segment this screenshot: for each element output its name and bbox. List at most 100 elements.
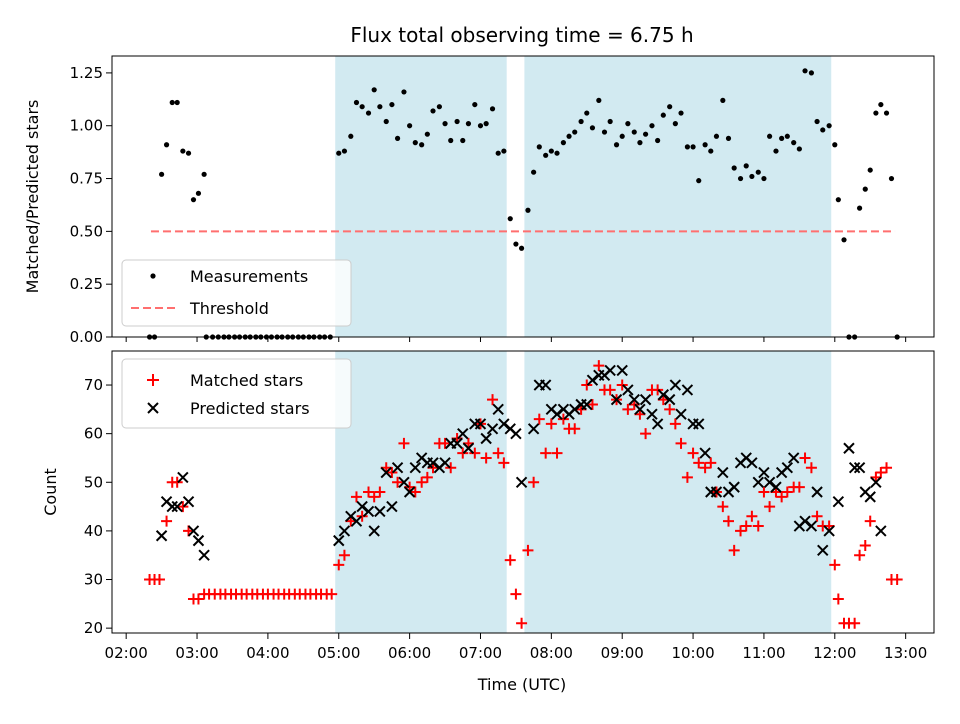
measurement-point (878, 101, 884, 108)
measurement-point (543, 152, 549, 158)
y-tick-label: 0.75 (70, 170, 103, 188)
measurement-point (159, 171, 165, 177)
measurement-point (353, 99, 360, 106)
y-tick-label: 0.50 (70, 222, 103, 240)
measurement-point (430, 108, 436, 114)
predicted-star-point (646, 408, 658, 420)
measurement-point (169, 99, 175, 106)
matched-star-point (891, 574, 903, 586)
measurement-point (436, 104, 442, 110)
predicted-star-point (187, 525, 200, 537)
matched-star-point (480, 452, 492, 464)
measurement-point (383, 118, 389, 125)
measurement-point (607, 118, 613, 125)
matched-star-point (398, 437, 410, 449)
matched-star-point (781, 486, 793, 498)
measurement-point (696, 178, 702, 184)
matched-star-point (699, 462, 711, 474)
predicted-star-point (699, 447, 711, 459)
predicted-star-point (675, 408, 687, 420)
x-tick-label: 09:00 (601, 644, 644, 662)
measurement-point (873, 110, 879, 116)
measurement-point (888, 175, 895, 182)
measurement-point (407, 123, 413, 129)
measurement-point (578, 118, 584, 125)
predicted-star-point (622, 384, 634, 396)
predicted-star-point (362, 505, 375, 518)
shaded-interval (524, 56, 832, 337)
predicted-star-point (669, 379, 682, 391)
matched-star-point (356, 510, 368, 522)
x-tick-label: 10:00 (671, 644, 714, 662)
measurement-point (832, 142, 838, 148)
measurement-point (336, 150, 342, 156)
x-tick-label: 06:00 (388, 644, 431, 662)
measurement-point (749, 173, 755, 180)
x-tick-label: 12:00 (813, 644, 856, 662)
measurement-point (684, 144, 691, 150)
predicted-star-point (758, 466, 770, 479)
measurement-point (625, 121, 631, 127)
predicted-star-point (853, 461, 866, 474)
predicted-star-point (356, 500, 368, 513)
predicted-star-point (781, 461, 794, 474)
y-tick-label: 20 (84, 619, 103, 637)
measurement-point (572, 129, 578, 135)
matched-star-point (153, 574, 165, 586)
predicted-star-point (843, 442, 855, 454)
predicted-star-point (427, 457, 439, 469)
predicted-star-point (527, 423, 540, 435)
matched-star-point (799, 452, 811, 464)
measurement-point (713, 133, 720, 139)
y-tick-label: 40 (84, 522, 103, 540)
matched-star-point (439, 437, 451, 449)
measurement-point (808, 70, 815, 76)
measurement-point (566, 133, 572, 139)
measurement-point (448, 137, 454, 144)
measurement-point (536, 144, 542, 150)
legend-threshold-label: Threshold (189, 299, 269, 318)
x-tick-label: 04:00 (246, 644, 289, 662)
matched-star-point (171, 476, 183, 488)
predicted-star-point (569, 403, 581, 416)
matched-star-point (764, 501, 776, 513)
x-tick-label: 05:00 (317, 644, 360, 662)
measurement-point (195, 190, 202, 196)
measurement-point (531, 169, 537, 175)
predicted-star-point (870, 476, 882, 488)
y-tick-label: 50 (84, 473, 103, 491)
matched-star-point (392, 476, 404, 488)
measurement-point (525, 207, 531, 213)
measurement-point (401, 89, 407, 95)
predicted-star-point (639, 393, 652, 406)
matched-star-point (510, 588, 522, 600)
matched-star-point (504, 554, 516, 566)
matched-star-point (854, 549, 866, 561)
matched-star-point (805, 462, 817, 474)
matched-star-point (557, 413, 569, 425)
measurement-point (501, 148, 507, 154)
matched-star-point (687, 447, 699, 459)
legend-matched-marker (147, 374, 159, 386)
predicted-star-point (439, 457, 451, 469)
predicted-star-point (391, 461, 404, 474)
measurement-point (371, 87, 377, 93)
matched-star-point (177, 501, 189, 513)
measurement-point (185, 150, 192, 156)
predicted-star-point (171, 500, 183, 513)
predicted-star-point (770, 481, 782, 493)
measurement-point (743, 163, 749, 169)
predicted-star-point (539, 379, 552, 391)
matched-star-point (409, 486, 421, 498)
predicted-star-point (634, 403, 646, 416)
matched-star-point (705, 457, 717, 469)
matched-star-point (374, 486, 386, 498)
predicted-star-point (616, 364, 628, 377)
matched-star-point (849, 617, 861, 629)
shaded-interval (335, 351, 507, 633)
bottom-y-axis-label: Count (41, 468, 60, 516)
y-tick-label: 0.00 (70, 328, 103, 346)
predicted-star-point (604, 364, 616, 377)
measurement-point (460, 137, 466, 144)
